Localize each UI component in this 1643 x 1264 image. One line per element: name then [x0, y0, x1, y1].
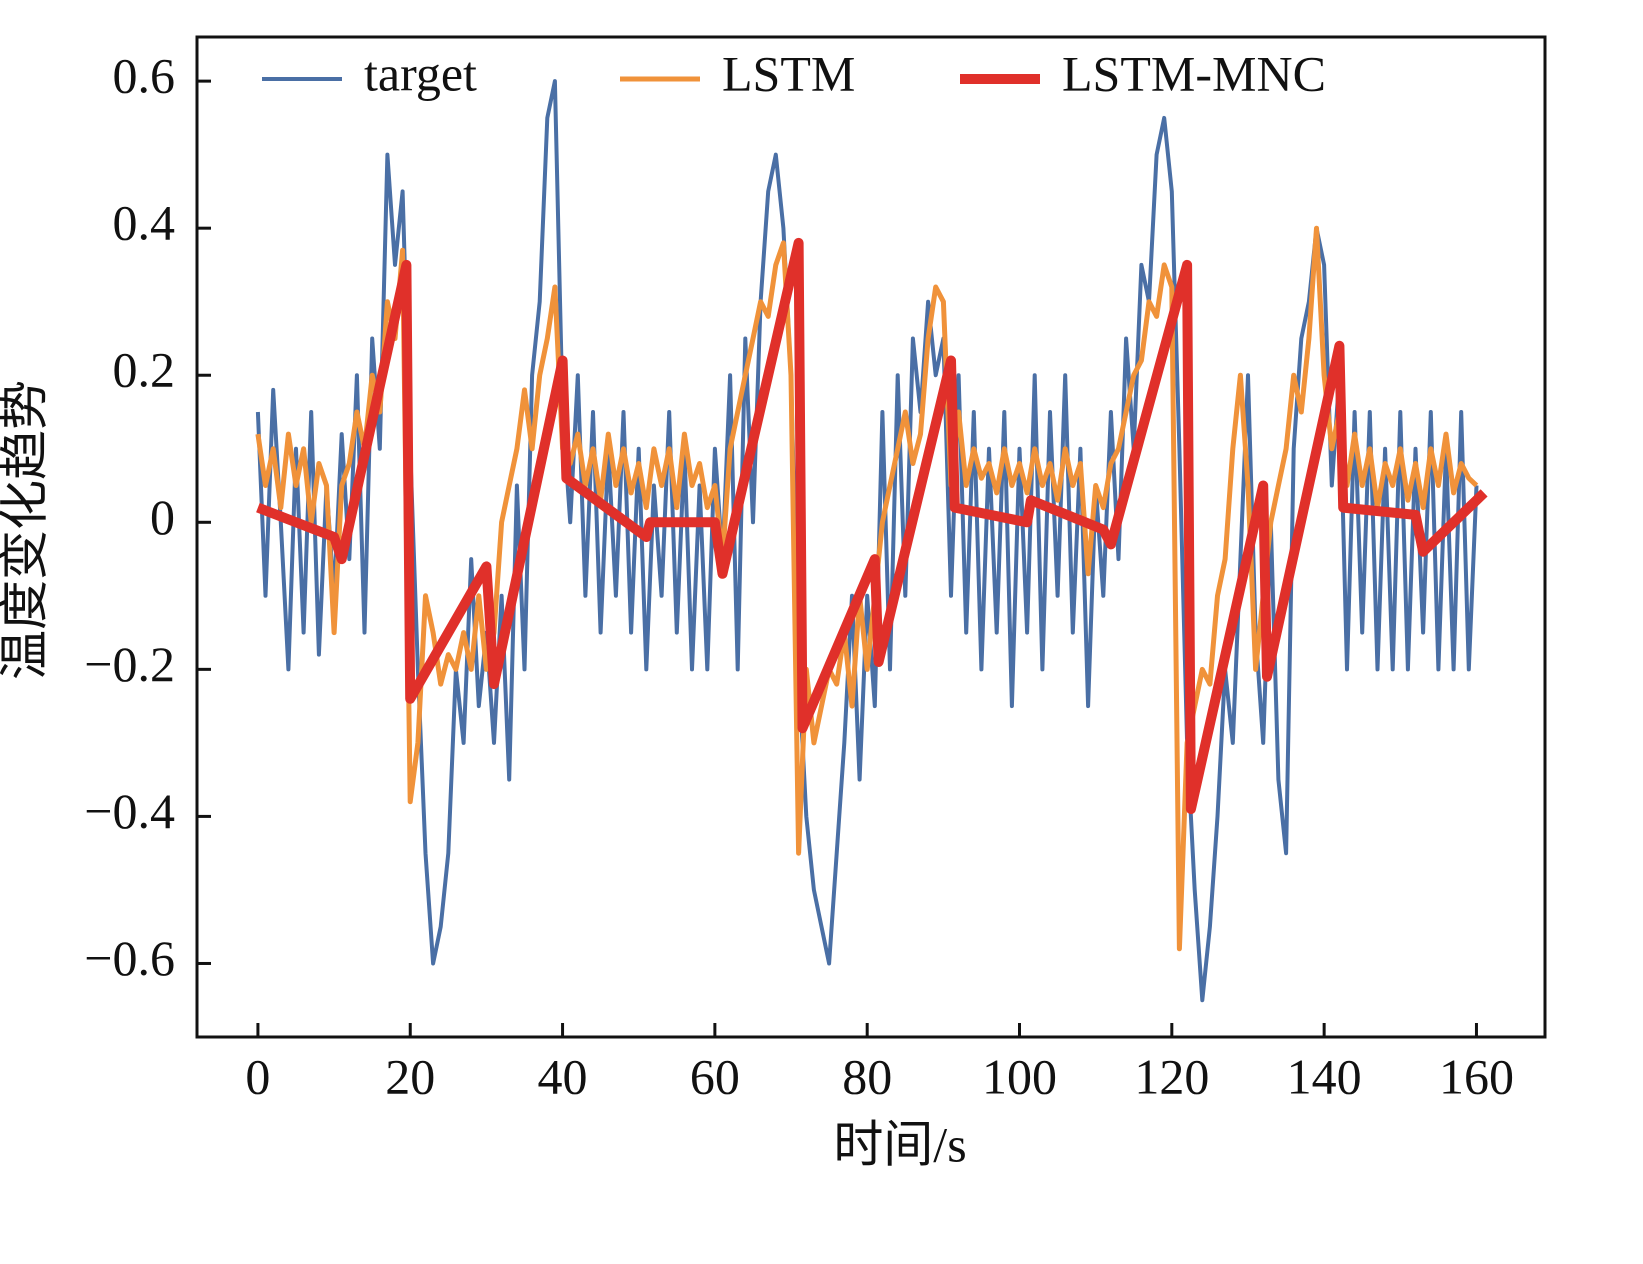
x-tick-label: 20 [385, 1048, 435, 1104]
plot-frame [195, 35, 1547, 1039]
y-tick-label: 0.6 [113, 48, 176, 104]
x-tick-label: 40 [538, 1048, 588, 1104]
series-line [256, 237, 1488, 815]
legend-label: target [364, 45, 477, 101]
x-tick-label: 0 [245, 1048, 270, 1104]
x-tick-label: 140 [1287, 1048, 1362, 1104]
y-tick-label: 0.2 [113, 342, 176, 398]
x-tick-label: 160 [1439, 1048, 1514, 1104]
x-tick-label: 60 [690, 1048, 740, 1104]
y-tick-label: −0.2 [84, 636, 175, 692]
y-tick-label: −0.4 [84, 783, 175, 839]
x-tick-label: 100 [982, 1048, 1057, 1104]
x-axis-label: 时间/s [833, 1116, 966, 1172]
series-line [255, 79, 1479, 1003]
legend-label: LSTM-MNC [1062, 45, 1326, 101]
y-tick-label: 0.4 [113, 195, 176, 251]
series-line [255, 225, 1479, 952]
legend-label: LSTM [722, 45, 855, 101]
y-tick-label: 0 [150, 489, 175, 545]
x-tick-label: 120 [1134, 1048, 1209, 1104]
x-tick-label: 80 [842, 1048, 892, 1104]
y-axis-label: 温度变化趋势 [0, 380, 52, 680]
y-tick-label: −0.6 [84, 930, 175, 986]
